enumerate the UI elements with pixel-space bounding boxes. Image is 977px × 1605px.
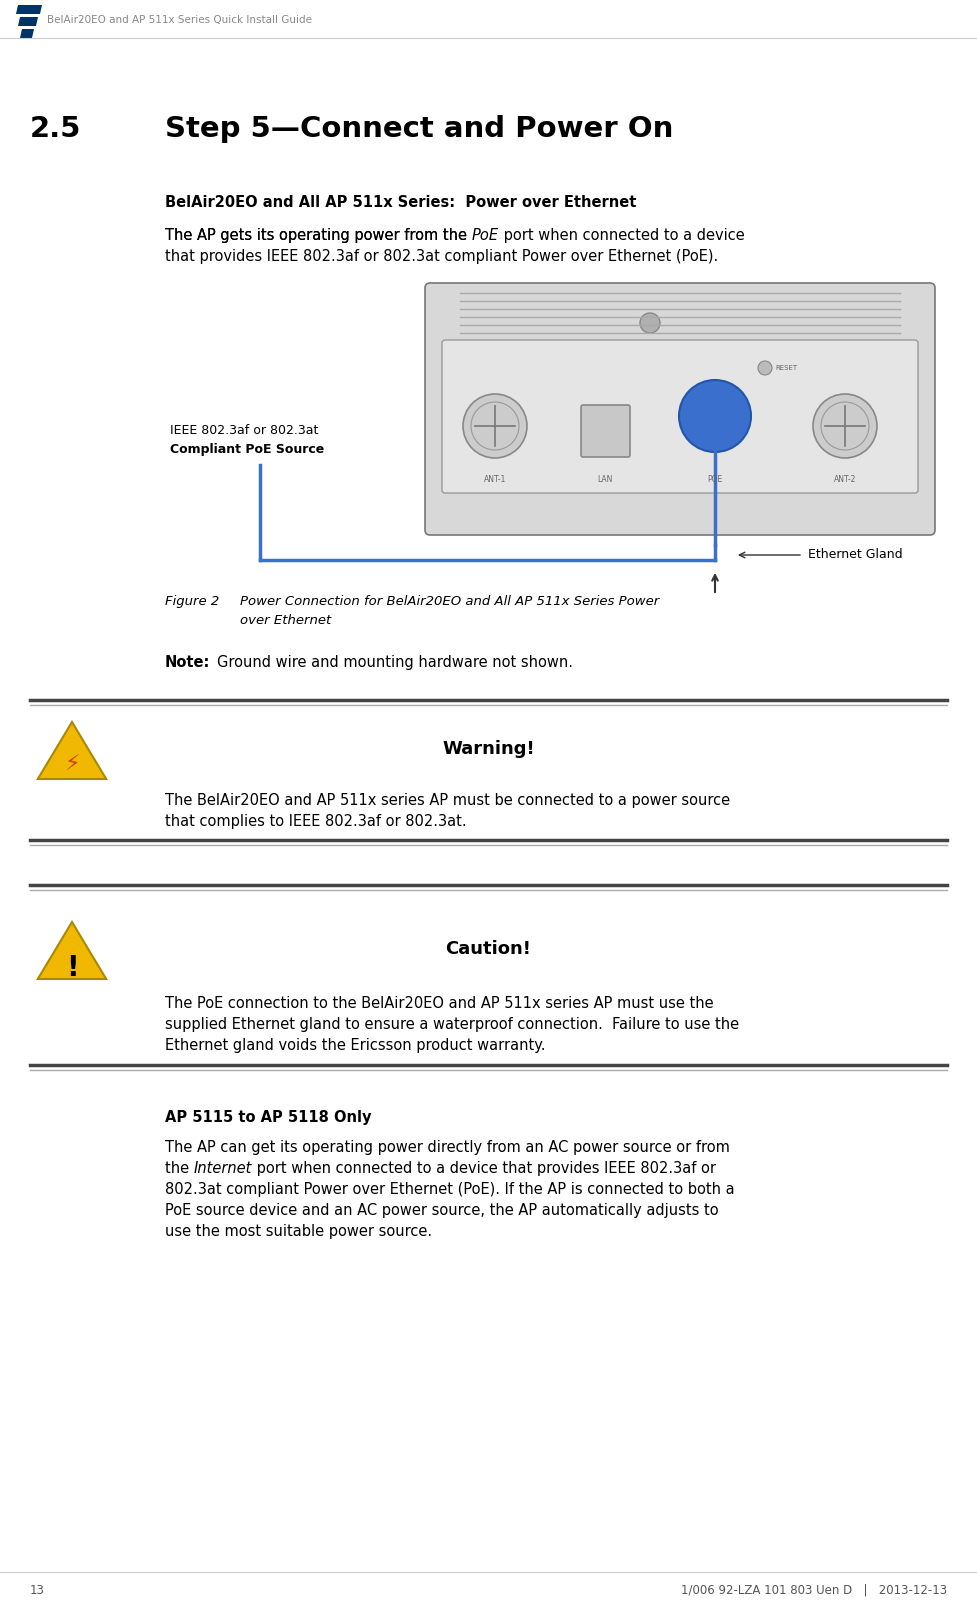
Text: RESET: RESET <box>775 364 797 371</box>
FancyBboxPatch shape <box>442 340 918 493</box>
Polygon shape <box>20 29 34 39</box>
Text: Power Connection for BelAir20EO and All AP 511x Series Power: Power Connection for BelAir20EO and All … <box>240 595 659 608</box>
Text: Caution!: Caution! <box>446 941 531 958</box>
Text: Ethernet gland voids the Ericsson product warranty.: Ethernet gland voids the Ericsson produc… <box>165 1038 545 1053</box>
Circle shape <box>463 393 527 457</box>
Text: 802.3at compliant Power over Ethernet (PoE). If the AP is connected to both a: 802.3at compliant Power over Ethernet (P… <box>165 1181 735 1197</box>
Text: The BelAir20EO and AP 511x series AP must be connected to a power source: The BelAir20EO and AP 511x series AP mus… <box>165 793 730 807</box>
Text: ANT-2: ANT-2 <box>833 475 856 485</box>
Circle shape <box>758 361 772 376</box>
Text: Warning!: Warning! <box>443 740 534 758</box>
FancyBboxPatch shape <box>581 404 630 457</box>
Text: that provides IEEE 802.3af or 802.3at compliant Power over Ethernet (PoE).: that provides IEEE 802.3af or 802.3at co… <box>165 249 718 263</box>
Text: Ethernet Gland: Ethernet Gland <box>808 549 903 562</box>
Text: supplied Ethernet gland to ensure a waterproof connection.  Failure to use the: supplied Ethernet gland to ensure a wate… <box>165 1018 740 1032</box>
FancyBboxPatch shape <box>425 282 935 534</box>
Text: 13: 13 <box>30 1584 45 1597</box>
Text: 1/006 92-LZA 101 803 Uen D   |   2013-12-13: 1/006 92-LZA 101 803 Uen D | 2013-12-13 <box>681 1584 947 1597</box>
Text: Figure 2: Figure 2 <box>165 595 219 608</box>
Text: LAN: LAN <box>597 475 613 485</box>
Text: The AP gets its operating power from the: The AP gets its operating power from the <box>165 228 472 242</box>
Text: 2.5: 2.5 <box>30 116 81 143</box>
Text: IEEE 802.3af or 802.3at: IEEE 802.3af or 802.3at <box>170 424 319 437</box>
Text: port when connected to a device: port when connected to a device <box>498 228 744 242</box>
Text: Compliant PoE Source: Compliant PoE Source <box>170 443 324 456</box>
Text: PoE source device and an AC power source, the AP automatically adjusts to: PoE source device and an AC power source… <box>165 1204 719 1218</box>
Polygon shape <box>38 722 106 778</box>
Text: Step 5—Connect and Power On: Step 5—Connect and Power On <box>165 116 673 143</box>
Text: !: ! <box>65 953 78 982</box>
Text: The AP gets its operating power from the: The AP gets its operating power from the <box>165 228 472 242</box>
Text: Note:: Note: <box>165 655 210 669</box>
Text: that complies to IEEE 802.3af or 802.3at.: that complies to IEEE 802.3af or 802.3at… <box>165 814 467 830</box>
Polygon shape <box>18 18 38 26</box>
Text: use the most suitable power source.: use the most suitable power source. <box>165 1225 432 1239</box>
Polygon shape <box>16 5 42 14</box>
Text: BelAir20EO and AP 511x Series Quick Install Guide: BelAir20EO and AP 511x Series Quick Inst… <box>47 14 312 26</box>
Circle shape <box>813 393 877 457</box>
Circle shape <box>679 380 751 453</box>
Text: Ground wire and mounting hardware not shown.: Ground wire and mounting hardware not sh… <box>217 655 573 669</box>
Polygon shape <box>38 921 106 979</box>
Circle shape <box>640 313 660 332</box>
Text: AP 5115 to AP 5118 Only: AP 5115 to AP 5118 Only <box>165 1111 371 1125</box>
Text: over Ethernet: over Ethernet <box>240 615 331 628</box>
Text: The PoE connection to the BelAir20EO and AP 511x series AP must use the: The PoE connection to the BelAir20EO and… <box>165 997 713 1011</box>
Text: ⚡: ⚡ <box>64 754 80 775</box>
Text: port when connected to a device that provides IEEE 802.3af or: port when connected to a device that pro… <box>252 1160 716 1176</box>
Text: the: the <box>165 1160 193 1176</box>
Text: The AP can get its operating power directly from an AC power source or from: The AP can get its operating power direc… <box>165 1140 730 1156</box>
Text: BelAir20EO and All AP 511x Series:  Power over Ethernet: BelAir20EO and All AP 511x Series: Power… <box>165 194 636 210</box>
Text: ANT-1: ANT-1 <box>484 475 506 485</box>
Text: PoE: PoE <box>472 228 498 242</box>
Text: POE: POE <box>707 475 723 485</box>
Text: Internet: Internet <box>193 1160 252 1176</box>
